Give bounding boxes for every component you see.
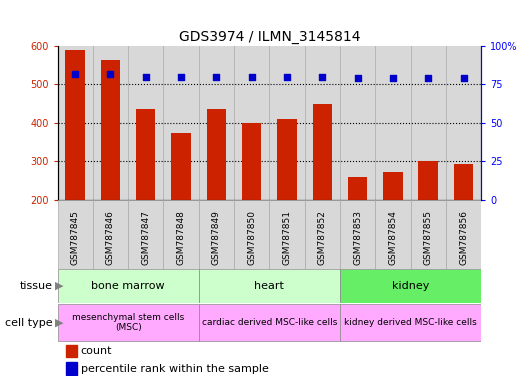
Text: cell type: cell type <box>5 318 52 328</box>
Bar <box>172 133 191 200</box>
Bar <box>348 177 367 200</box>
Point <box>424 75 433 81</box>
Point <box>459 75 468 81</box>
Title: GDS3974 / ILMN_3145814: GDS3974 / ILMN_3145814 <box>178 30 360 44</box>
Text: GSM787855: GSM787855 <box>424 210 433 265</box>
Text: GSM787853: GSM787853 <box>353 210 362 265</box>
Text: bone marrow: bone marrow <box>92 281 165 291</box>
Text: GSM787846: GSM787846 <box>106 210 115 265</box>
Bar <box>304 200 340 269</box>
Bar <box>446 46 481 200</box>
Bar <box>234 200 269 269</box>
Text: GSM787849: GSM787849 <box>212 210 221 265</box>
Bar <box>375 46 411 200</box>
Text: kidney: kidney <box>392 281 429 291</box>
Bar <box>269 200 304 269</box>
Bar <box>136 109 155 200</box>
Point <box>71 71 79 77</box>
Bar <box>411 200 446 269</box>
Bar <box>375 200 411 269</box>
Text: count: count <box>81 346 112 356</box>
Bar <box>65 50 85 200</box>
Bar <box>101 60 120 200</box>
Point <box>177 74 185 80</box>
Bar <box>411 46 446 200</box>
Text: ▶: ▶ <box>55 281 63 291</box>
Bar <box>340 304 481 341</box>
Text: GSM787845: GSM787845 <box>71 210 79 265</box>
Point <box>318 74 326 80</box>
Text: GSM787854: GSM787854 <box>389 210 397 265</box>
Bar <box>454 164 473 200</box>
Bar <box>242 123 262 200</box>
Bar <box>383 172 403 200</box>
Bar <box>93 200 128 269</box>
Bar <box>269 46 304 200</box>
Point <box>247 74 256 80</box>
Bar <box>418 161 438 200</box>
Text: heart: heart <box>254 281 285 291</box>
Point <box>389 75 397 81</box>
Bar <box>128 200 163 269</box>
Bar <box>163 46 199 200</box>
Bar <box>446 200 481 269</box>
Text: tissue: tissue <box>19 281 52 291</box>
Text: kidney derived MSC-like cells: kidney derived MSC-like cells <box>344 318 477 327</box>
Text: ▶: ▶ <box>55 318 63 328</box>
Text: GSM787851: GSM787851 <box>282 210 291 265</box>
Bar <box>277 119 297 200</box>
Point <box>106 71 115 77</box>
Bar <box>58 46 93 200</box>
Bar <box>66 362 76 375</box>
Bar <box>128 46 163 200</box>
Text: GSM787852: GSM787852 <box>318 210 327 265</box>
Point <box>142 74 150 80</box>
Bar <box>199 270 340 303</box>
Bar <box>207 109 226 200</box>
Point <box>212 74 221 80</box>
Bar <box>199 46 234 200</box>
Point <box>283 74 291 80</box>
Text: GSM787847: GSM787847 <box>141 210 150 265</box>
Text: percentile rank within the sample: percentile rank within the sample <box>81 364 269 374</box>
Text: GSM787848: GSM787848 <box>177 210 186 265</box>
Bar <box>313 104 332 200</box>
Text: GSM787856: GSM787856 <box>459 210 468 265</box>
Bar <box>93 46 128 200</box>
Bar <box>234 46 269 200</box>
Bar <box>340 270 481 303</box>
Text: cardiac derived MSC-like cells: cardiac derived MSC-like cells <box>202 318 337 327</box>
Bar <box>163 200 199 269</box>
Text: GSM787850: GSM787850 <box>247 210 256 265</box>
Bar <box>199 200 234 269</box>
Text: mesenchymal stem cells
(MSC): mesenchymal stem cells (MSC) <box>72 313 184 332</box>
Bar <box>58 270 199 303</box>
Bar <box>66 345 76 357</box>
Point <box>354 75 362 81</box>
Bar <box>58 304 199 341</box>
Bar <box>340 200 375 269</box>
Bar <box>304 46 340 200</box>
Bar <box>199 304 340 341</box>
Bar <box>340 46 375 200</box>
Bar <box>58 200 93 269</box>
